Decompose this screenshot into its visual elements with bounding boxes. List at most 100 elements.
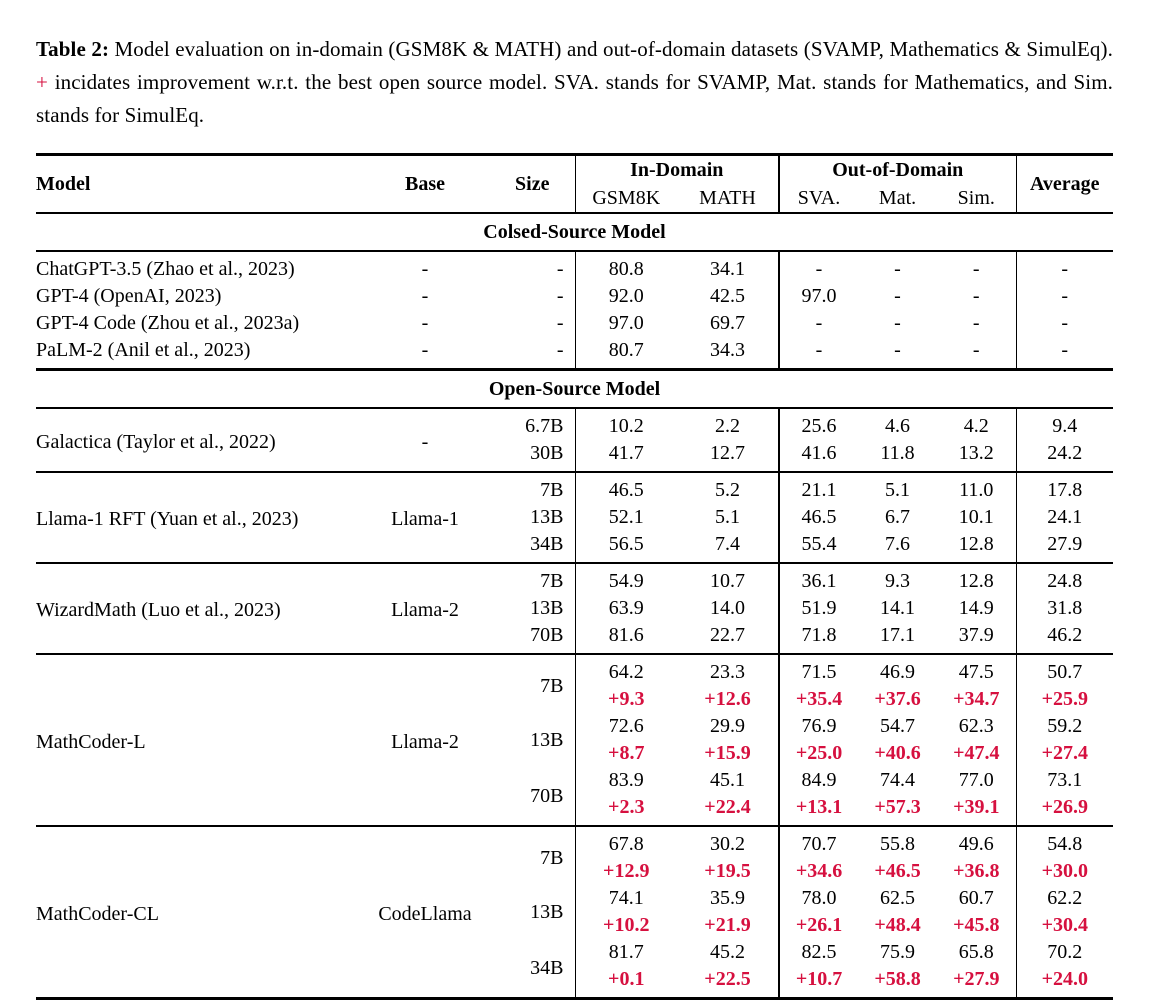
improvement-cell: +12.6	[704, 688, 751, 710]
improvement-cell: +8.7	[574, 740, 677, 767]
improvement-cell: +27.9	[953, 968, 1000, 990]
value-cell: -	[972, 258, 980, 280]
base-model-cell: Llama-2	[360, 562, 490, 654]
table-row: 13B 52.1 5.1 46.5 6.7 10.1 24.1	[36, 504, 1114, 531]
value-cell: 81.6	[574, 622, 677, 654]
value-cell: 46.5	[574, 471, 677, 504]
col-header-base: Base	[405, 172, 445, 195]
value-cell: 70.2	[1015, 939, 1114, 966]
improvement-cell: +19.5	[704, 860, 751, 882]
value-cell: 65.8	[958, 941, 994, 963]
value-cell: 2.2	[715, 415, 740, 437]
improvement-cell: +21.9	[704, 914, 751, 936]
improvement-cell: +46.5	[874, 860, 921, 882]
col-header-model: Model	[36, 172, 91, 195]
value-cell: 63.9	[574, 595, 677, 622]
size-cell: 13B	[530, 597, 564, 619]
value-cell: 21.1	[778, 471, 859, 504]
col-header-mat: Mat.	[878, 186, 917, 209]
value-cell: 64.2	[574, 653, 677, 686]
value-cell: 22.7	[710, 624, 745, 646]
value-cell: 5.1	[858, 471, 938, 504]
table-row: Llama-1 RFT (Yuan et al., 2023) Llama-1 7B…	[36, 471, 1114, 563]
value-cell: 10.2	[574, 408, 677, 440]
base-model-cell: CodeLlama	[360, 825, 490, 999]
value-cell: 17.1	[880, 624, 916, 646]
improvement-cell: +30.0	[1015, 858, 1114, 885]
value-cell: 46.5	[778, 504, 859, 531]
model-name-cell: PaLM-2 (Anil et al., 2023)	[36, 339, 251, 361]
table-caption: Table 2: Model evaluation on in-domain (…	[36, 33, 1113, 132]
value-cell: 10.1	[958, 506, 994, 528]
improvement-cell: +9.3	[574, 686, 677, 713]
improvement-cell: +47.4	[953, 742, 1000, 764]
value-cell: 82.5	[778, 939, 859, 966]
model-name-cell: GPT-4 (OpenAI, 2023)	[36, 285, 222, 307]
improvement-row: +9.3 +12.6 +35.4 +37.6 +34.7 +25.9	[36, 686, 1114, 713]
improvement-row: +10.2 +21.9 +26.1 +48.4 +45.8 +30.4	[36, 912, 1114, 939]
base-model-cell: Llama-1	[360, 471, 490, 563]
improvement-cell: +13.1	[778, 794, 859, 826]
improvement-cell: +26.1	[778, 912, 859, 939]
model-name-cell: GPT-4 Code (Zhou et al., 2023a)	[36, 312, 300, 334]
table-row: MathCoder-L Llama-2 7B 64.2 23.3 71.5 46.9 47.5…	[36, 653, 1114, 826]
size-cell: -	[556, 285, 564, 307]
improvement-row: +0.1 +22.5 +10.7 +58.8 +27.9 +24.0	[36, 966, 1114, 999]
base-model-cell: -	[421, 312, 429, 334]
value-cell: 62.2	[1015, 885, 1114, 912]
size-cell: 13B	[530, 506, 564, 528]
value-cell: 47.5	[937, 653, 1017, 686]
value-cell: 27.9	[1015, 531, 1114, 563]
improvement-cell: +25.9	[1015, 686, 1114, 713]
value-cell: 45.2	[710, 941, 745, 963]
improvement-cell: +22.5	[704, 968, 751, 990]
table-row: 13B 74.1 35.9 78.0 62.5 60.7 62.2	[36, 885, 1114, 923]
size-cell: 70B	[530, 784, 564, 807]
value-cell: 77.0	[958, 769, 994, 791]
size-cell: 34B	[530, 533, 564, 555]
value-cell: -	[894, 258, 901, 280]
base-model-cell: -	[421, 339, 429, 361]
improvement-cell: +12.9	[574, 858, 677, 885]
col-group-in-domain: In-Domain	[574, 154, 780, 184]
value-cell: 4.2	[963, 415, 989, 437]
improvement-cell: +26.9	[1015, 794, 1114, 826]
value-cell: 55.4	[778, 531, 859, 563]
model-name-cell: Llama-1 RFT (Yuan et al., 2023)	[36, 471, 360, 563]
value-cell: 24.2	[1015, 440, 1114, 472]
value-cell: 9.3	[858, 562, 938, 595]
table-row: MathCoder-CL CodeLlama 7B 67.8 30.2 70.7 55.8 4…	[36, 825, 1114, 999]
value-cell: 70.7	[778, 825, 859, 858]
value-cell: 71.5	[778, 653, 859, 686]
model-name-cell: MathCoder-L	[36, 653, 360, 826]
value-cell: 34.3	[710, 339, 745, 361]
value-cell: 41.6	[778, 440, 859, 472]
model-name-cell: Galactica (Taylor et al., 2022)	[36, 430, 276, 453]
improvement-cell: +30.4	[1015, 912, 1114, 939]
caption-label: Table 2:	[36, 37, 110, 61]
col-header-size: Size	[515, 172, 550, 195]
value-cell: 36.1	[778, 562, 859, 595]
improvement-cell: +58.8	[874, 968, 921, 990]
value-cell: 84.9	[778, 767, 859, 794]
improvement-cell: +45.8	[953, 914, 1000, 936]
value-cell: 45.1	[710, 769, 745, 791]
size-cell: 34B	[530, 956, 564, 979]
value-cell: 24.8	[1015, 562, 1114, 595]
value-cell: -	[972, 339, 980, 361]
value-cell: 81.7	[574, 939, 677, 966]
table-row: 70B 83.9 45.1 84.9 74.4 77.0 73.1	[36, 767, 1114, 807]
header-row-groups: Model Base Size In-Domain Out-of-Domain …	[36, 154, 1114, 213]
value-cell: -	[894, 312, 901, 334]
value-cell: 25.6	[778, 408, 859, 440]
caption-plus-sign: +	[36, 70, 48, 94]
value-cell: -	[894, 285, 901, 307]
section-header-row: Open-Source Model	[36, 368, 1114, 409]
table-header: Model Base Size In-Domain Out-of-Domain …	[36, 154, 1114, 213]
value-cell: 54.9	[574, 562, 677, 595]
improvement-cell: +15.9	[704, 742, 751, 764]
value-cell: 46.2	[1015, 622, 1114, 654]
value-cell: 76.9	[778, 713, 859, 740]
value-cell: 14.1	[880, 597, 916, 619]
